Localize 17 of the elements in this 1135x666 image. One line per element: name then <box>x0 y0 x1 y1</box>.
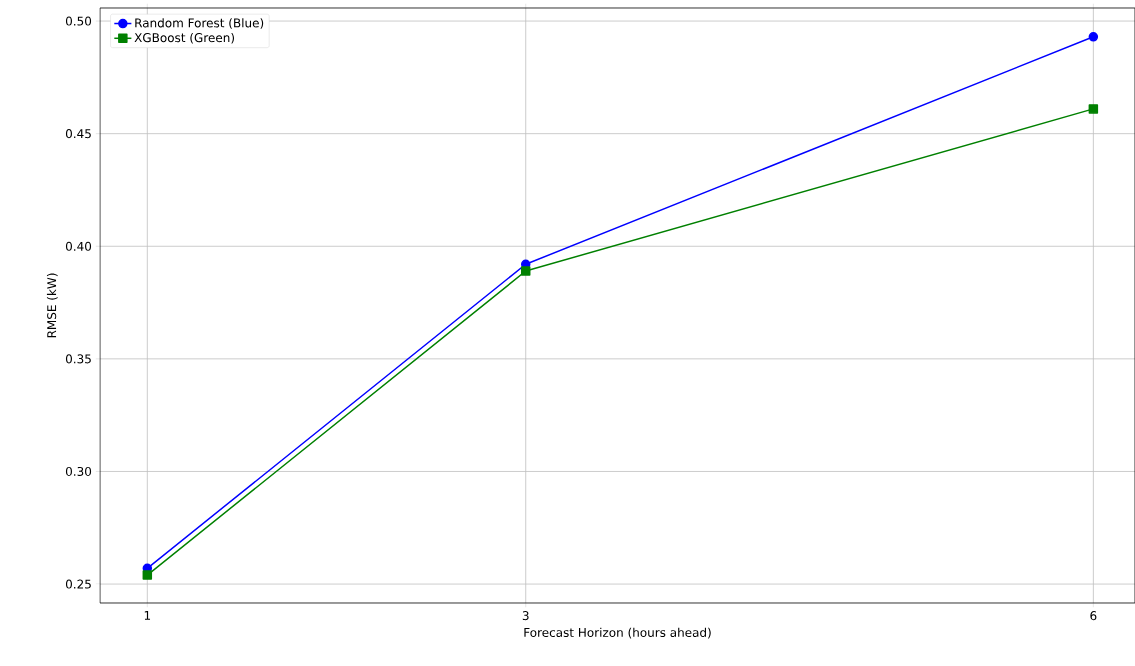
point <box>1088 32 1099 42</box>
y-tick-label: 0.35 <box>65 354 91 364</box>
x-tick-label: 3 <box>522 611 529 621</box>
point <box>520 266 531 276</box>
x-tick-label: 1 <box>144 611 151 620</box>
legend-label: Random Forest (Blue) <box>135 18 264 29</box>
point <box>1088 104 1099 114</box>
y-tick-label: 0.50 <box>65 16 92 26</box>
point <box>142 570 153 580</box>
x-axis-title: Forecast Horizon (hours ahead) <box>524 627 711 639</box>
y-tick-label: 0.25 <box>65 579 91 589</box>
legend-label: XGBoost (Green) <box>134 32 235 44</box>
y-tick-label: 0.30 <box>65 466 92 477</box>
y-tick-label: 0.40 <box>65 241 92 251</box>
y-tick-label: 0.45 <box>65 129 91 139</box>
y-axis-title: RMSE (kW) <box>46 273 58 338</box>
x-tick-label: 6 <box>1090 611 1097 621</box>
